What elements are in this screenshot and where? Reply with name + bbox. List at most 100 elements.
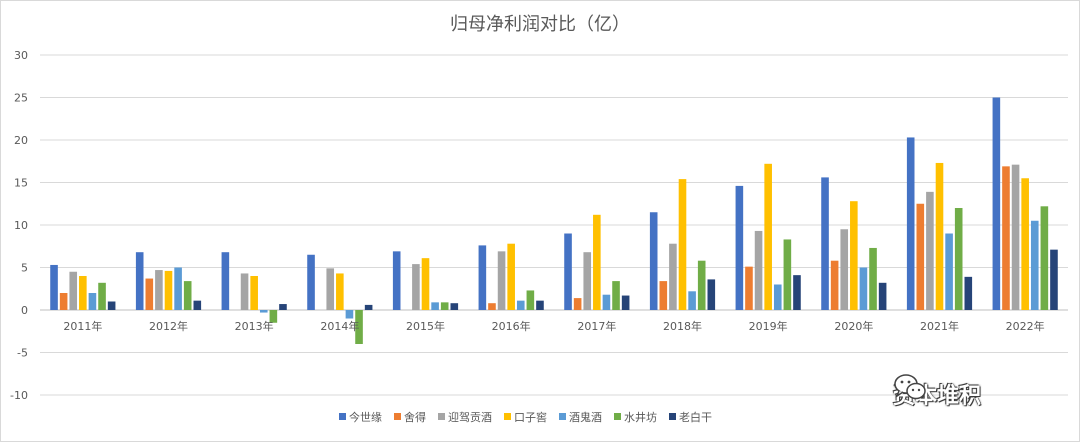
legend-swatch (394, 413, 401, 420)
bar (1021, 178, 1029, 310)
bar (488, 303, 496, 310)
bar (612, 281, 620, 310)
legend-label: 酒鬼酒 (569, 410, 602, 424)
x-tick-label: 2013年 (235, 319, 274, 333)
x-tick-label: 2021年 (920, 319, 959, 333)
y-tick-label: 15 (14, 177, 28, 190)
x-tick-label: 2020年 (834, 319, 873, 333)
bar (745, 266, 753, 310)
bar (1050, 249, 1058, 310)
bar (954, 208, 963, 310)
bar (678, 179, 687, 310)
bar (1011, 164, 1020, 310)
bar (507, 243, 515, 310)
bar (935, 162, 944, 310)
bar (183, 281, 192, 310)
bar (649, 212, 658, 310)
bar (145, 278, 154, 310)
legend-label: 迎驾贡酒 (448, 411, 492, 424)
bar (307, 254, 315, 310)
bar (326, 268, 335, 310)
bar (859, 267, 868, 310)
bar (269, 310, 278, 323)
x-tick-label: 2019年 (749, 319, 788, 333)
legend-swatch (504, 413, 511, 420)
bar (906, 137, 915, 310)
bar (583, 252, 592, 310)
legend-swatch (438, 413, 445, 420)
bar (536, 300, 544, 310)
x-tick-label: 2012年 (149, 319, 188, 333)
bar (669, 243, 677, 310)
bar (869, 247, 877, 310)
bar (707, 279, 716, 310)
bar (992, 97, 1001, 310)
bar (107, 301, 116, 310)
bar (773, 284, 782, 310)
legend-swatch (559, 413, 566, 420)
bar (355, 310, 363, 344)
bar (364, 304, 373, 310)
x-tick-label: 2016年 (492, 319, 531, 333)
bar (754, 230, 763, 310)
bar (392, 251, 401, 310)
bar (878, 282, 887, 310)
bar (793, 275, 801, 310)
bar (240, 273, 249, 310)
bar (621, 295, 630, 310)
bar (164, 270, 173, 310)
bar (850, 201, 858, 310)
bar (69, 271, 78, 310)
bar (279, 304, 287, 310)
legend-label: 水井坊 (624, 410, 657, 424)
bar (926, 191, 934, 310)
bar (735, 185, 744, 310)
bar (783, 239, 792, 310)
legend-swatch (339, 413, 346, 420)
bar (1040, 206, 1049, 310)
bar (193, 300, 202, 310)
x-tick-label: 2015年 (406, 319, 445, 333)
y-tick-label: -5 (17, 347, 28, 360)
bar (1030, 220, 1039, 310)
bar (98, 282, 106, 310)
legend-swatch (669, 413, 676, 420)
x-tick-label: 2018年 (663, 319, 702, 333)
bar (50, 264, 58, 310)
x-tick-label: 2022年 (1006, 319, 1045, 333)
y-tick-label: 5 (21, 262, 28, 275)
bar (1002, 166, 1010, 310)
bar (764, 163, 772, 310)
bar (945, 233, 953, 310)
bar (174, 267, 182, 310)
bar (659, 281, 668, 310)
bar (450, 303, 459, 310)
bar (478, 245, 487, 310)
legend-label: 舍得 (404, 410, 426, 424)
bar (916, 203, 925, 310)
y-tick-label: 25 (14, 92, 28, 105)
chart-title: 归母净利润对比（亿） (450, 14, 630, 35)
y-tick-label: 0 (21, 304, 28, 317)
x-tick-label: 2014年 (320, 319, 359, 333)
bar (964, 276, 973, 310)
bar (345, 310, 354, 319)
bar (412, 264, 420, 310)
bar (336, 273, 344, 310)
bar (440, 302, 449, 310)
y-tick-label: 30 (14, 49, 28, 62)
bar (830, 260, 839, 310)
legend-swatch (614, 413, 621, 420)
legend-label: 口子窖 (514, 410, 547, 424)
bar (88, 293, 97, 310)
bar (697, 260, 706, 310)
bar (221, 252, 230, 310)
bar (688, 291, 696, 310)
bar (59, 293, 68, 310)
bar (155, 270, 163, 310)
bar (135, 252, 144, 310)
bar (526, 290, 535, 310)
bar (593, 214, 601, 310)
bar (259, 310, 268, 313)
